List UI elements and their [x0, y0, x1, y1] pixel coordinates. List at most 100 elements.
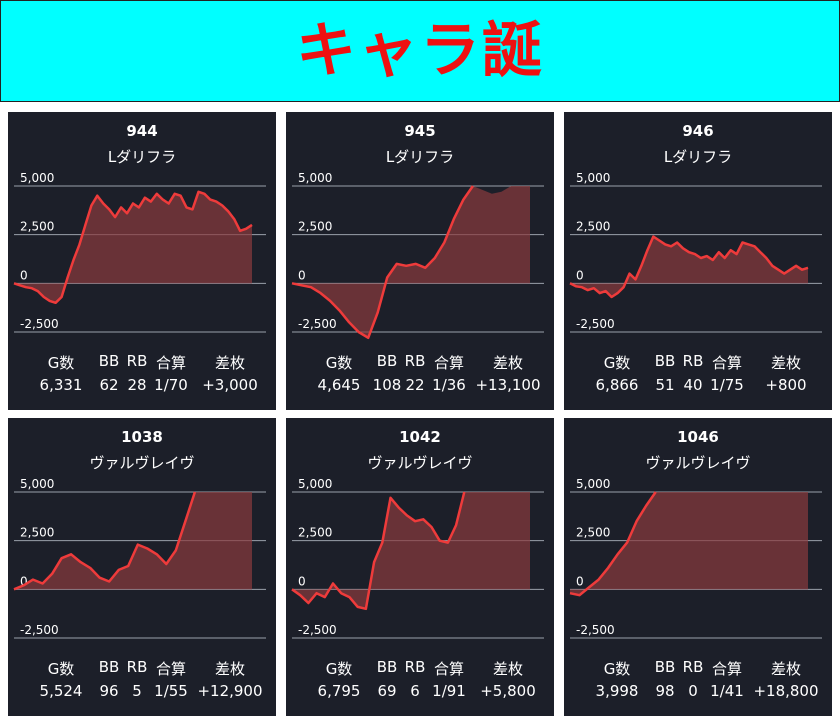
machine-number: 1038 — [121, 428, 163, 446]
stat-header: 差枚 — [492, 660, 524, 678]
machine-number: 945 — [404, 122, 436, 140]
machine-name: Lダリフラ — [385, 148, 455, 166]
stat-value: 1/41 — [710, 682, 744, 700]
slump-area — [14, 191, 252, 303]
stat-value: 6,866 — [595, 376, 639, 394]
machine-card: 945 Lダリフラ 5,000 2,500 0 -2,500 G数 4,645 BB 108 RB 2… — [286, 112, 554, 410]
stat-header: 合算 — [155, 660, 187, 678]
stat-header: BB — [98, 352, 120, 370]
stat-value: +12,900 — [197, 682, 263, 700]
stat-header: 差枚 — [492, 354, 524, 372]
slump-area — [292, 492, 530, 609]
stat-header: RB — [682, 352, 704, 370]
stat-value: 5,524 — [39, 682, 83, 700]
y-tick-label: -2,500 — [298, 623, 337, 637]
y-tick-label: 0 — [576, 574, 584, 588]
stat-value: +800 — [765, 376, 807, 394]
stat-value: 0 — [688, 682, 698, 700]
y-tick-label: 2,500 — [576, 220, 610, 234]
y-tick-label: 2,500 — [576, 526, 610, 540]
stat-value: 51 — [655, 376, 675, 394]
stat-value: 1/75 — [710, 376, 744, 394]
y-tick-label: 0 — [20, 574, 28, 588]
y-tick-label: 5,000 — [20, 477, 54, 491]
stat-value: +18,800 — [753, 682, 819, 700]
stat-header: BB — [376, 352, 398, 370]
stat-header: 差枚 — [214, 660, 246, 678]
y-tick-label: 0 — [298, 268, 306, 282]
slump-line — [13, 190, 253, 305]
stat-header: 差枚 — [770, 660, 802, 678]
stat-header: G数 — [603, 660, 631, 678]
y-tick-label: 2,500 — [20, 220, 54, 234]
stat-header: 合算 — [711, 660, 743, 678]
stat-value: 96 — [99, 682, 119, 700]
stat-value: 69 — [377, 682, 397, 700]
stat-value: 3,998 — [595, 682, 639, 700]
slump-chart: 5,000 2,500 0 -2,500 — [569, 171, 822, 333]
stat-header: G数 — [47, 354, 75, 372]
y-tick-label: 2,500 — [20, 526, 54, 540]
y-tick-label: -2,500 — [20, 317, 59, 331]
stat-header: 合算 — [155, 354, 187, 372]
slump-chart: 5,000 2,500 0 -2,500 — [291, 477, 544, 639]
stat-value: +5,800 — [480, 682, 536, 700]
slump-chart: 5,000 2,500 0 -2,500 — [13, 477, 266, 639]
stat-header: 合算 — [711, 354, 743, 372]
stat-value: 1/55 — [154, 682, 188, 700]
stat-value: 6 — [410, 682, 420, 700]
stat-value: +13,100 — [475, 376, 541, 394]
stat-header: RB — [682, 658, 704, 676]
machine-name: ヴァルヴレイヴ — [89, 454, 195, 472]
stat-header: 合算 — [433, 354, 465, 372]
stats-table: G数 6,331 BB 62 RB 28 合算 1/70 差枚 +3,000 — [8, 348, 276, 398]
stat-header: G数 — [325, 354, 353, 372]
y-tick-label: -2,500 — [298, 317, 337, 331]
stat-value: 1/91 — [432, 682, 466, 700]
stats-table: G数 6,795 BB 69 RB 6 合算 1/91 差枚 +5,800 — [286, 654, 554, 704]
stat-header: RB — [126, 658, 148, 676]
slump-area — [14, 492, 252, 590]
stats-table: G数 5,524 BB 96 RB 5 合算 1/55 差枚 +12,900 — [8, 654, 276, 704]
slump-area — [570, 236, 808, 297]
stat-header: 合算 — [433, 660, 465, 678]
stat-value: 28 — [127, 376, 147, 394]
y-tick-label: -2,500 — [576, 317, 615, 331]
machine-name: Lダリフラ — [107, 148, 177, 166]
y-tick-label: 2,500 — [298, 526, 332, 540]
stat-value: 6,795 — [317, 682, 361, 700]
stat-header: BB — [376, 658, 398, 676]
stat-header: G数 — [603, 354, 631, 372]
machine-number: 1042 — [399, 428, 441, 446]
slump-line — [291, 491, 466, 611]
machine-card: 1042 ヴァルヴレイヴ 5,000 2,500 0 -2,500 G数 6,795 BB 69 R… — [286, 418, 554, 716]
stat-value: 1/36 — [432, 376, 466, 394]
stat-value: +3,000 — [202, 376, 258, 394]
slump-chart: 5,000 2,500 0 -2,500 — [13, 171, 266, 333]
stat-header: BB — [654, 658, 676, 676]
y-tick-label: 5,000 — [20, 171, 54, 185]
stat-value: 108 — [372, 376, 402, 394]
stats-table: G数 3,998 BB 98 RB 0 合算 1/41 差枚 +18,800 — [564, 654, 832, 704]
stat-header: G数 — [325, 660, 353, 678]
machine-card: 1046 ヴァルヴレイヴ 5,000 2,500 0 -2,500 G数 3,998 BB 98 R… — [564, 418, 832, 716]
stats-table: G数 6,866 BB 51 RB 40 合算 1/75 差枚 +800 — [564, 348, 832, 398]
machine-name: Lダリフラ — [663, 148, 733, 166]
stat-header: BB — [98, 658, 120, 676]
slump-area — [570, 492, 808, 596]
stat-value: 98 — [655, 682, 675, 700]
y-tick-label: 0 — [298, 574, 306, 588]
stat-value: 40 — [683, 376, 703, 394]
stat-value: 1/70 — [154, 376, 188, 394]
stat-header: 差枚 — [770, 354, 802, 372]
y-tick-label: 5,000 — [298, 477, 332, 491]
slump-line — [291, 185, 474, 340]
stat-value: 5 — [132, 682, 142, 700]
header-banner: キャラ誕 — [0, 0, 840, 102]
y-tick-label: 0 — [576, 268, 584, 282]
page-title: キャラ誕 — [296, 16, 544, 86]
stat-value: 6,331 — [39, 376, 83, 394]
slump-line — [13, 491, 197, 591]
machine-card: 944 Lダリフラ 5,000 2,500 0 -2,500 G数 6,331 BB 62 RB 28… — [8, 112, 276, 410]
stat-header: BB — [654, 352, 676, 370]
